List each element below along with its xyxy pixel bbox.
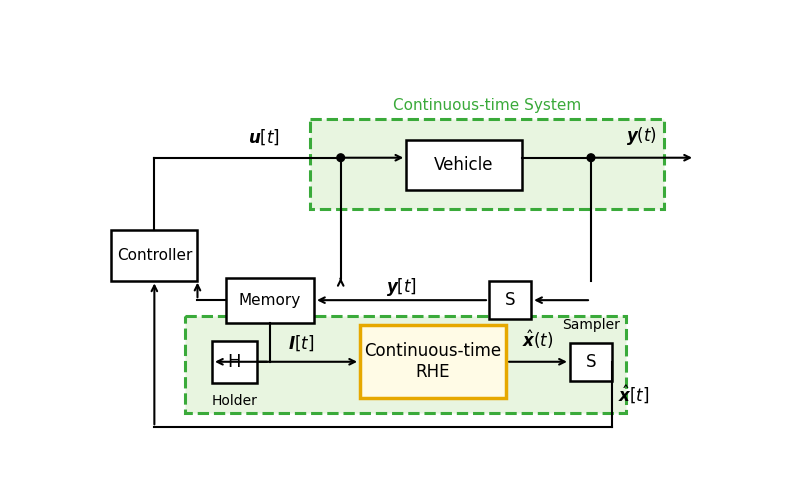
Text: S: S bbox=[505, 291, 515, 309]
Text: $\boldsymbol{y}(t)$: $\boldsymbol{y}(t)$ bbox=[626, 125, 657, 147]
Text: Sampler: Sampler bbox=[562, 318, 620, 332]
Bar bbox=[185, 316, 626, 413]
Bar bbox=[310, 119, 664, 210]
Text: Holder: Holder bbox=[211, 394, 258, 408]
Bar bbox=[360, 325, 506, 398]
Text: Continuous-time
RHE: Continuous-time RHE bbox=[365, 342, 502, 381]
Text: S: S bbox=[586, 353, 596, 371]
Text: $\hat{\boldsymbol{x}}(t)$: $\hat{\boldsymbol{x}}(t)$ bbox=[522, 328, 554, 351]
Bar bbox=[406, 140, 522, 190]
Bar bbox=[212, 341, 257, 383]
Circle shape bbox=[587, 154, 595, 162]
Text: $\boldsymbol{u}[t]$: $\boldsymbol{u}[t]$ bbox=[248, 127, 280, 147]
Bar bbox=[489, 281, 531, 319]
Bar bbox=[111, 231, 198, 281]
Text: H: H bbox=[228, 353, 241, 371]
Text: Memory: Memory bbox=[238, 293, 301, 308]
Bar bbox=[226, 278, 314, 322]
Text: Vehicle: Vehicle bbox=[434, 156, 494, 174]
Text: $\boldsymbol{y}[t]$: $\boldsymbol{y}[t]$ bbox=[386, 276, 417, 298]
Text: $\boldsymbol{I}[t]$: $\boldsymbol{I}[t]$ bbox=[287, 333, 314, 352]
Bar bbox=[570, 343, 612, 381]
Circle shape bbox=[337, 154, 345, 162]
Text: $\hat{\boldsymbol{x}}[t]$: $\hat{\boldsymbol{x}}[t]$ bbox=[618, 384, 650, 406]
Text: Continuous-time System: Continuous-time System bbox=[393, 98, 581, 113]
Text: Controller: Controller bbox=[117, 248, 192, 263]
